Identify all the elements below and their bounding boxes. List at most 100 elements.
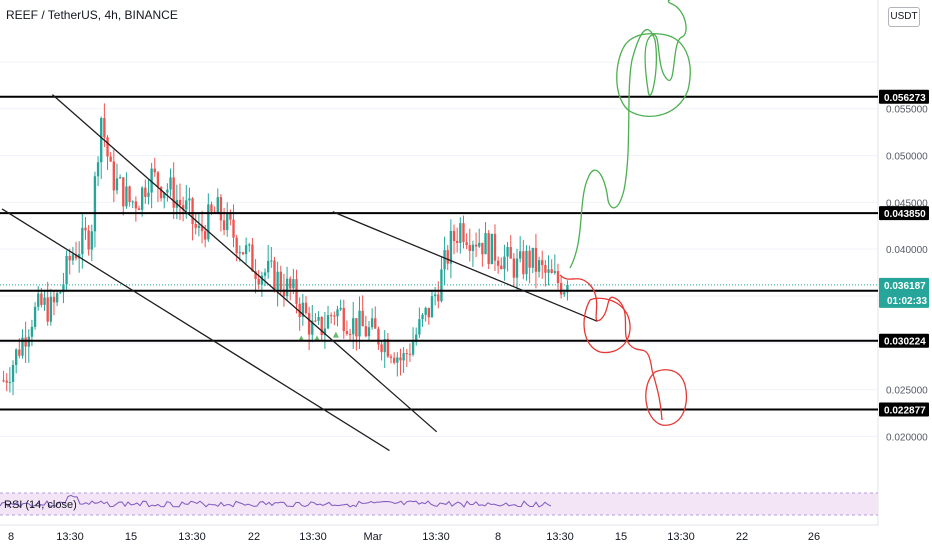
candle-body bbox=[377, 328, 380, 345]
candle-body bbox=[443, 250, 446, 270]
time-axis-tick: 13:30 bbox=[299, 531, 327, 543]
chart-grid bbox=[0, 0, 879, 526]
candle-body bbox=[115, 178, 119, 191]
candle-body bbox=[534, 247, 538, 272]
candle-body bbox=[314, 320, 317, 322]
candle-body bbox=[537, 260, 541, 272]
candle-body bbox=[292, 279, 295, 289]
candle-body bbox=[244, 245, 248, 255]
candle-body bbox=[273, 260, 276, 291]
candle-body bbox=[449, 230, 453, 264]
candle-body bbox=[307, 313, 311, 335]
time-axis-tick: 8 bbox=[495, 531, 501, 543]
trend-line bbox=[332, 211, 598, 322]
candle-body bbox=[178, 199, 182, 206]
candle-body bbox=[78, 254, 81, 259]
level-price-badge: 0.056273 bbox=[884, 93, 926, 104]
candle-body bbox=[188, 198, 191, 201]
candle-body bbox=[8, 381, 12, 383]
candle-body bbox=[446, 250, 449, 264]
candle-body bbox=[100, 118, 103, 163]
candle-body bbox=[200, 225, 204, 232]
candle-body bbox=[235, 237, 238, 254]
price-axis[interactable]: 0.055000 0.050000 0.045000 0.040000 0.025000… bbox=[879, 89, 929, 444]
candle-body bbox=[125, 186, 128, 207]
candle-body bbox=[515, 258, 519, 278]
currency-button[interactable]: USDT bbox=[888, 7, 920, 27]
level-price-badge: 0.022877 bbox=[884, 406, 926, 417]
candle-body bbox=[207, 204, 210, 240]
candle-body bbox=[106, 137, 109, 157]
level-price-badge-bg bbox=[879, 333, 929, 348]
candle-body bbox=[134, 201, 138, 209]
candle-body bbox=[49, 296, 52, 322]
candle-body bbox=[427, 307, 430, 318]
candle-body bbox=[348, 333, 352, 335]
time-axis-tick: 8 bbox=[8, 531, 14, 543]
current-price-badge-countdown: 01:02:33 bbox=[887, 296, 927, 307]
candle-body bbox=[541, 260, 544, 266]
candle-body bbox=[459, 223, 462, 243]
time-axis-tick: Mar bbox=[364, 531, 383, 543]
candle-body bbox=[402, 353, 405, 361]
candle-body bbox=[547, 269, 550, 273]
candle-body bbox=[556, 271, 560, 284]
candle-body bbox=[367, 327, 371, 337]
time-axis-tick: 13:30 bbox=[178, 531, 206, 543]
candle-body bbox=[15, 349, 18, 366]
candle-body bbox=[304, 302, 308, 314]
candle-body bbox=[68, 255, 71, 261]
rsi-indicator-label[interactable]: RSI (14, close) bbox=[4, 499, 77, 511]
red-projection-drawing bbox=[559, 274, 663, 421]
candle-body bbox=[474, 244, 478, 247]
candle-body bbox=[468, 245, 471, 251]
candle-body bbox=[465, 242, 468, 246]
candle-body bbox=[21, 337, 24, 356]
candle-body bbox=[311, 320, 314, 335]
candle-body bbox=[11, 365, 15, 382]
candle-body bbox=[396, 357, 399, 363]
candle-body bbox=[421, 314, 424, 320]
time-axis-tick: 15 bbox=[615, 531, 627, 543]
time-axis-tick: 15 bbox=[125, 531, 137, 543]
drawings bbox=[0, 0, 878, 452]
level-price-badge-bg bbox=[879, 89, 929, 104]
candle-body bbox=[415, 334, 418, 342]
time-axis[interactable]: 8 13:30 15 13:30 22 13:30 Mar 13:30 8 13:30 15 13:3… bbox=[8, 531, 820, 543]
candle-body bbox=[386, 339, 390, 357]
candle-body bbox=[169, 177, 172, 190]
level-price-badge-bg bbox=[879, 402, 929, 417]
candle-body bbox=[478, 242, 481, 247]
candle-body bbox=[512, 258, 516, 278]
candle-body bbox=[333, 315, 336, 317]
candle-body bbox=[430, 296, 434, 318]
candle-body bbox=[282, 289, 286, 297]
current-price-badge: 0.036187 bbox=[884, 281, 926, 292]
candle-body bbox=[37, 293, 40, 307]
trend-line bbox=[1, 208, 390, 452]
candle-body bbox=[137, 208, 141, 210]
candle-body bbox=[222, 220, 226, 231]
candle-body bbox=[109, 156, 112, 162]
green-projection-drawing bbox=[569, 0, 687, 269]
candle-body bbox=[559, 283, 563, 295]
candle-body bbox=[5, 380, 8, 383]
time-axis-tick: 13:30 bbox=[546, 531, 574, 543]
candle-body bbox=[46, 297, 49, 322]
candle-body bbox=[452, 230, 456, 242]
candle-body bbox=[399, 357, 402, 361]
candle-body bbox=[24, 337, 27, 347]
time-axis-tick: 22 bbox=[736, 531, 748, 543]
candle-body bbox=[408, 353, 412, 355]
candle-body bbox=[462, 223, 465, 243]
candle-body bbox=[553, 271, 556, 273]
candle-body bbox=[522, 251, 525, 275]
candle-body bbox=[144, 187, 147, 197]
candle-body bbox=[544, 265, 547, 273]
candle-body bbox=[418, 319, 421, 335]
candle-body bbox=[216, 197, 219, 214]
time-axis-tick: 22 bbox=[248, 531, 260, 543]
candle-body bbox=[380, 344, 383, 353]
red-intermediate-circle bbox=[583, 297, 631, 354]
